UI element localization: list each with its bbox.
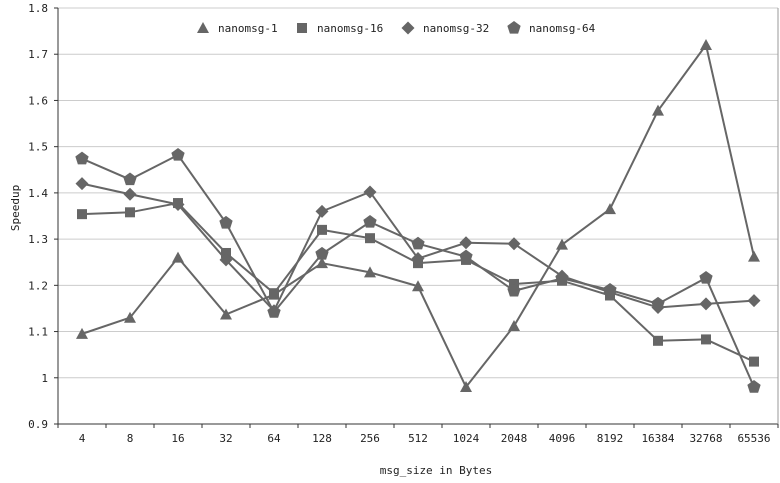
data-point-nanomsg-64 <box>363 215 377 228</box>
data-point-nanomsg-16 <box>701 334 711 345</box>
data-point-nanomsg-16 <box>365 233 375 244</box>
x-tick-label: 256 <box>360 432 380 445</box>
x-tick-label: 1024 <box>453 432 480 445</box>
data-point-nanomsg-1 <box>604 203 616 215</box>
x-tick-label: 32768 <box>689 432 722 445</box>
x-tick-label: 2048 <box>501 432 528 445</box>
data-point-nanomsg-16 <box>125 207 135 218</box>
data-point-nanomsg-32 <box>507 237 521 251</box>
legend-marker-nanomsg-32 <box>401 21 415 35</box>
y-tick-label: 0.9 <box>28 418 48 431</box>
y-tick-label: 1.3 <box>28 233 48 246</box>
data-point-nanomsg-32 <box>459 236 473 250</box>
data-point-nanomsg-1 <box>700 38 712 50</box>
y-tick-label: 1.2 <box>28 279 48 292</box>
data-point-nanomsg-32 <box>363 185 377 199</box>
data-point-nanomsg-32 <box>411 252 425 266</box>
x-tick-label: 128 <box>312 432 332 445</box>
legend-label-nanomsg-64: nanomsg-64 <box>529 22 596 35</box>
data-point-nanomsg-1 <box>220 308 232 320</box>
y-tick-label: 1.1 <box>28 326 48 339</box>
data-point-nanomsg-64 <box>123 172 137 186</box>
axes: 0.9 1 1.1 1.2 1.3 1.4 1.5 1.6 1.7 1.8 4 8 16 32 64 128 2… <box>28 2 779 445</box>
x-tick-label: 65536 <box>737 432 770 445</box>
data-point-nanomsg-64 <box>315 246 329 260</box>
data-point-nanomsg-64 <box>219 215 233 229</box>
data-point-nanomsg-1 <box>76 327 88 339</box>
legend-marker-nanomsg-64 <box>507 21 521 34</box>
data-point-nanomsg-16 <box>749 356 759 367</box>
data-point-nanomsg-32 <box>171 197 185 211</box>
data-point-nanomsg-64 <box>171 147 185 161</box>
data-point-nanomsg-64 <box>699 270 713 284</box>
data-point-nanomsg-64 <box>651 296 665 310</box>
data-point-nanomsg-64 <box>459 249 473 263</box>
legend-label-nanomsg-16: nanomsg-16 <box>317 22 383 35</box>
data-point-nanomsg-1 <box>748 250 760 262</box>
data-point-nanomsg-64 <box>267 305 281 318</box>
data-point-nanomsg-32 <box>123 187 137 201</box>
data-point-nanomsg-16 <box>317 224 327 235</box>
y-tick-label: 1.8 <box>28 2 48 15</box>
data-point-nanomsg-1 <box>412 280 424 292</box>
y-tick-label: 1.5 <box>28 141 48 154</box>
data-point-nanomsg-1 <box>460 381 472 393</box>
data-point-nanomsg-1 <box>364 266 376 278</box>
legend-item-nanomsg-16: nanomsg-16 <box>297 22 383 35</box>
x-tick-label: 64 <box>267 432 281 445</box>
y-tick-label: 1.7 <box>28 48 48 61</box>
x-tick-label: 16384 <box>641 432 674 445</box>
data-point-nanomsg-16 <box>653 335 663 346</box>
data-point-nanomsg-64 <box>603 282 617 296</box>
legend-label-nanomsg-1: nanomsg-1 <box>218 22 278 35</box>
x-tick-label: 4 <box>79 432 86 445</box>
data-point-nanomsg-32 <box>747 294 761 308</box>
legend-label-nanomsg-32: nanomsg-32 <box>423 22 489 35</box>
series-line-nanomsg-64 <box>81 153 755 388</box>
data-point-nanomsg-32 <box>699 297 713 311</box>
data-point-nanomsg-1 <box>172 251 184 263</box>
series-group <box>75 38 761 393</box>
data-point-nanomsg-1 <box>316 257 328 269</box>
legend-item-nanomsg-64: nanomsg-64 <box>507 21 596 35</box>
x-tick-label: 16 <box>171 432 184 445</box>
data-point-nanomsg-1 <box>508 320 520 332</box>
x-tick-label: 4096 <box>549 432 576 445</box>
data-point-nanomsg-16 <box>221 247 231 258</box>
data-point-nanomsg-32 <box>315 204 329 218</box>
legend-marker-nanomsg-16 <box>297 23 307 33</box>
data-point-nanomsg-16 <box>77 209 87 220</box>
y-axis-label: Speedup <box>9 185 22 231</box>
legend-item-nanomsg-1: nanomsg-1 <box>197 22 278 35</box>
grid-lines <box>58 7 778 425</box>
data-point-nanomsg-1 <box>652 104 664 116</box>
legend-marker-nanomsg-1 <box>197 22 209 33</box>
legend-item-nanomsg-32: nanomsg-32 <box>401 21 489 35</box>
x-tick-label: 32 <box>219 432 232 445</box>
x-tick-label: 8 <box>127 432 134 445</box>
series-nanomsg-64 <box>75 147 761 393</box>
data-point-nanomsg-1 <box>124 311 136 323</box>
data-point-nanomsg-1 <box>556 238 568 250</box>
x-tick-label: 512 <box>408 432 428 445</box>
x-axis-label: msg_size in Bytes <box>380 464 493 477</box>
data-point-nanomsg-16 <box>269 288 279 299</box>
y-tick-label: 1 <box>41 372 48 385</box>
y-tick-label: 1.4 <box>28 187 48 200</box>
data-point-nanomsg-32 <box>219 253 233 267</box>
legend: nanomsg-1 nanomsg-16 nanomsg-32 nanomsg-64 <box>197 21 596 35</box>
data-point-nanomsg-64 <box>555 271 569 285</box>
data-point-nanomsg-64 <box>747 380 761 393</box>
data-point-nanomsg-64 <box>411 236 425 250</box>
data-point-nanomsg-32 <box>75 177 89 191</box>
y-tick-label: 1.6 <box>28 94 48 107</box>
x-tick-label: 8192 <box>597 432 624 445</box>
data-point-nanomsg-64 <box>507 283 521 297</box>
data-point-nanomsg-64 <box>75 151 89 165</box>
